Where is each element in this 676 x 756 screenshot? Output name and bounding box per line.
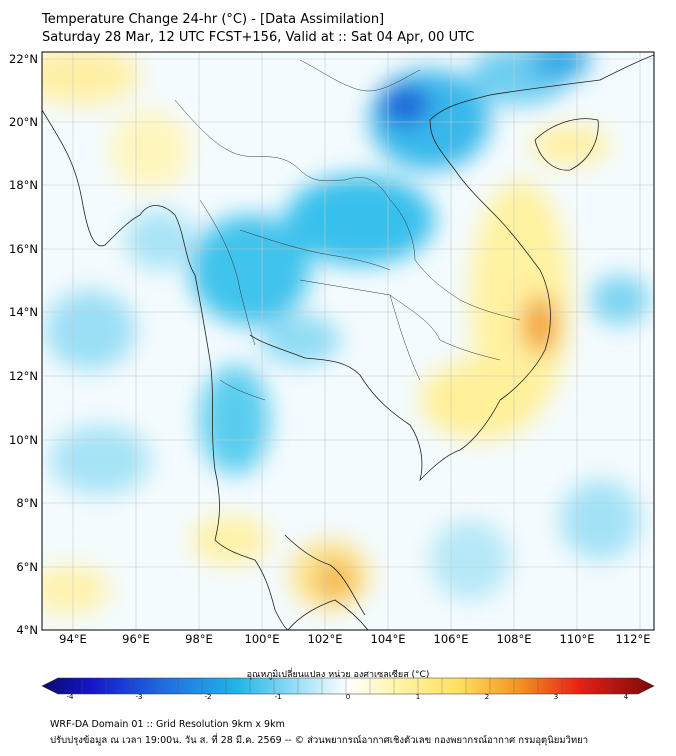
colorbar-tick: 4 <box>623 693 629 701</box>
lat-label: 10°N <box>9 433 38 447</box>
colorbar-title: อุณหภูมิเปลี่ยนแปลง หน่วย องศาเซลเซียส (… <box>246 670 430 680</box>
coastlines <box>42 52 654 630</box>
lon-label: 94°E <box>59 632 87 646</box>
colorbar-tick: -3 <box>135 693 143 701</box>
colorbar-tick: -2 <box>204 693 212 701</box>
map-title: Temperature Change 24-hr (°C) - [Data As… <box>42 12 385 27</box>
colorbar-tick: 0 <box>345 693 351 701</box>
lat-label: 12°N <box>9 369 38 383</box>
colorbar-tick: 3 <box>553 693 559 701</box>
lon-label: 102°E <box>307 632 343 646</box>
colorbar-tick: -1 <box>274 693 282 701</box>
colorbar-tick: -4 <box>66 693 74 701</box>
footer-model-info: WRF-DA Domain 01 :: Grid Resolution 9km … <box>50 719 285 730</box>
lat-label: 4°N <box>16 623 38 637</box>
lat-label: 14°N <box>9 305 38 319</box>
lat-label: 16°N <box>9 242 38 256</box>
lat-label: 20°N <box>9 115 38 129</box>
lat-label: 8°N <box>16 496 38 510</box>
colorbar-tick: 2 <box>484 693 490 701</box>
lon-label: 112°E <box>615 632 651 646</box>
lon-label: 110°E <box>559 632 595 646</box>
lat-label: 6°N <box>16 560 38 574</box>
lon-label: 96°E <box>122 632 150 646</box>
footer-credit: ปรับปรุงข้อมูล ณ เวลา 19:00น. วัน ส. ที่… <box>50 735 589 746</box>
lon-label: 100°E <box>244 632 280 646</box>
temperature-field <box>42 52 654 630</box>
lat-label: 18°N <box>9 178 38 192</box>
lat-label: 22°N <box>9 52 38 66</box>
political-borders <box>174 59 521 401</box>
map-subtitle: Saturday 28 Mar, 12 UTC FCST+156, Valid … <box>42 30 475 45</box>
colorbar <box>41 677 655 695</box>
graticule <box>42 52 654 630</box>
lon-label: 108°E <box>496 632 532 646</box>
map-frame <box>41 51 655 631</box>
lon-label: 98°E <box>185 632 213 646</box>
lon-label: 104°E <box>370 632 406 646</box>
colorbar-tick: 1 <box>415 693 421 701</box>
lon-label: 106°E <box>433 632 469 646</box>
